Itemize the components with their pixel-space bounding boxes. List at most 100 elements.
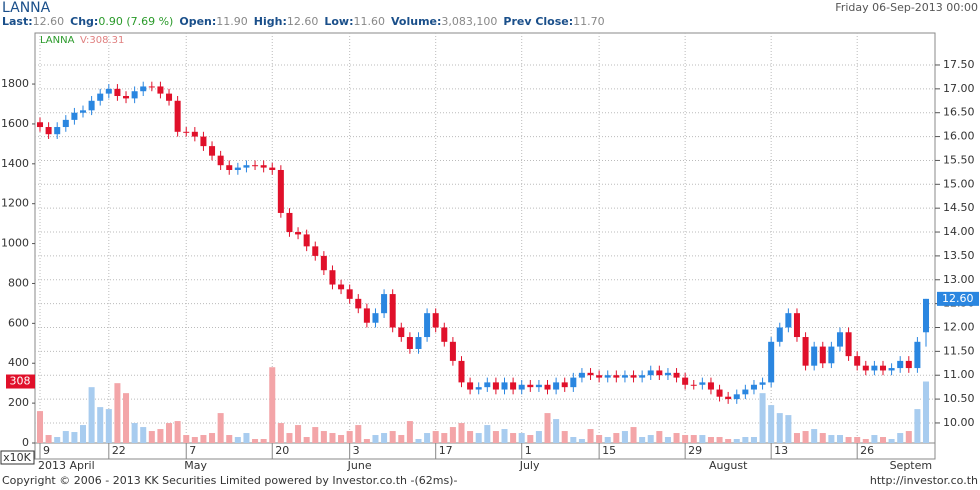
candle-body bbox=[664, 372, 671, 376]
quote-line: Last:12.60 Chg:0.90 (7.69 %) Open:11.90 Hig… bbox=[2, 15, 611, 28]
quote-date: Friday 06-Sep-2013 00:00 bbox=[835, 1, 978, 14]
candle-body bbox=[596, 375, 603, 378]
y2-tick-label: 17.00 bbox=[943, 82, 975, 95]
candle-body bbox=[329, 270, 336, 285]
volume-bar bbox=[71, 432, 78, 443]
quote-label: High: bbox=[253, 15, 287, 28]
volume-bar bbox=[561, 431, 568, 443]
x-tick-label: 20 bbox=[275, 444, 289, 457]
candle-body bbox=[88, 100, 95, 111]
candle-body bbox=[922, 298, 930, 333]
volume-bar bbox=[905, 431, 912, 443]
candle-body bbox=[759, 382, 766, 385]
volume-bar bbox=[123, 393, 130, 443]
volume-bar bbox=[716, 437, 723, 443]
candle-body bbox=[492, 382, 499, 390]
volume-bar bbox=[45, 435, 52, 443]
x-tick-label: 22 bbox=[112, 444, 126, 457]
volume-bar bbox=[828, 435, 835, 443]
volume-bar bbox=[733, 439, 740, 443]
x-tick-label: 1 bbox=[525, 444, 532, 457]
candle-body bbox=[114, 88, 121, 97]
candle-body bbox=[157, 86, 164, 94]
candle-body bbox=[570, 377, 577, 388]
site-link[interactable]: http://investor.co.th bbox=[869, 474, 978, 487]
y2-tick-label: 14.50 bbox=[943, 201, 975, 214]
candle-body bbox=[363, 308, 370, 323]
candle-body bbox=[699, 382, 706, 385]
volume-bar bbox=[363, 439, 370, 443]
volume-bar bbox=[854, 437, 861, 443]
y-tick-label: 200 bbox=[8, 396, 29, 409]
candle-body bbox=[690, 384, 697, 386]
volume-bar bbox=[234, 437, 241, 443]
quote-value: 0.90 (7.69 %) bbox=[98, 15, 174, 28]
candle-body bbox=[381, 294, 388, 314]
candle-body bbox=[510, 382, 517, 390]
quote-label: Volume: bbox=[391, 15, 442, 28]
unit-box bbox=[0, 450, 35, 465]
x-tick-label: 15 bbox=[602, 444, 616, 457]
legend-symbol: LANNA bbox=[40, 35, 75, 46]
volume-bar bbox=[286, 433, 293, 443]
candle-body bbox=[260, 165, 267, 168]
quote-label: Last: bbox=[2, 15, 33, 28]
volume-bar bbox=[140, 427, 147, 443]
candle-body bbox=[819, 346, 826, 364]
month-label: June bbox=[347, 459, 372, 472]
y-tick-label: 1400 bbox=[1, 157, 29, 170]
y-tick-label: 1200 bbox=[1, 197, 29, 210]
volume-bar bbox=[819, 433, 826, 443]
candle-body bbox=[234, 167, 241, 170]
volume-bar bbox=[269, 367, 276, 443]
volume-bar bbox=[785, 415, 792, 443]
volume-bar bbox=[656, 431, 663, 443]
legend-volume: V:308.31 bbox=[80, 35, 124, 46]
volume-bar bbox=[226, 435, 233, 443]
volume-bar bbox=[79, 425, 87, 443]
volume-bar bbox=[776, 413, 783, 443]
candle-body bbox=[286, 212, 293, 233]
volume-bar bbox=[148, 431, 155, 443]
volume-bar bbox=[492, 431, 499, 443]
quote-value: 11.70 bbox=[573, 15, 605, 28]
volume-bar bbox=[338, 435, 345, 443]
volume-bar bbox=[62, 431, 69, 443]
candle-body bbox=[768, 341, 775, 383]
y2-tick-label: 10.00 bbox=[943, 416, 975, 429]
volume-bar bbox=[587, 429, 594, 443]
month-label: May bbox=[184, 459, 207, 472]
candle-body bbox=[527, 384, 534, 388]
candle-body bbox=[854, 356, 861, 366]
volume-bar bbox=[613, 433, 620, 443]
candle-body bbox=[802, 337, 809, 366]
candle-body bbox=[97, 93, 104, 101]
candle-body bbox=[613, 375, 620, 378]
candle-body bbox=[484, 382, 491, 388]
quote-value: 11.60 bbox=[353, 15, 386, 28]
candle-body bbox=[750, 384, 757, 390]
candle-body bbox=[252, 165, 259, 167]
candle-body bbox=[45, 127, 52, 135]
y-tick-label: 400 bbox=[8, 356, 29, 369]
y2-tick-label: 13.50 bbox=[943, 249, 975, 262]
candle-body bbox=[432, 313, 439, 328]
volume-bar bbox=[871, 435, 878, 443]
candle-body bbox=[54, 127, 61, 135]
candle-body bbox=[544, 384, 551, 390]
volume-bar bbox=[449, 427, 456, 443]
y2-tick-label: 15.00 bbox=[943, 177, 975, 190]
symbol: LANNA bbox=[2, 0, 51, 16]
volume-bar bbox=[475, 433, 482, 443]
candle-body bbox=[862, 365, 869, 371]
volume-bar bbox=[553, 419, 560, 443]
y-tick-label: 1600 bbox=[1, 117, 29, 130]
candle-body bbox=[424, 313, 431, 338]
volume-bar bbox=[131, 423, 138, 443]
volume-bar bbox=[897, 433, 904, 443]
candle-body bbox=[716, 389, 723, 397]
x-tick-label: 9 bbox=[43, 444, 50, 457]
candle-body bbox=[389, 294, 396, 328]
x-tick-label: 17 bbox=[439, 444, 453, 457]
candle-body bbox=[131, 91, 138, 99]
